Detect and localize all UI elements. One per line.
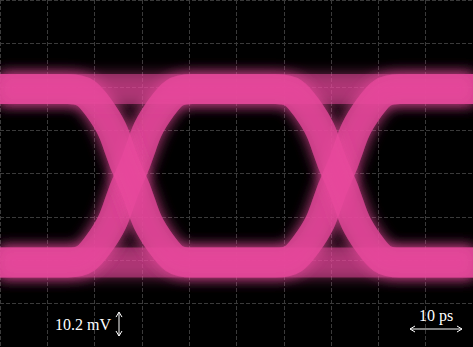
svg-text:10.2 mV: 10.2 mV bbox=[55, 316, 111, 333]
svg-text:10 ps: 10 ps bbox=[419, 307, 453, 325]
